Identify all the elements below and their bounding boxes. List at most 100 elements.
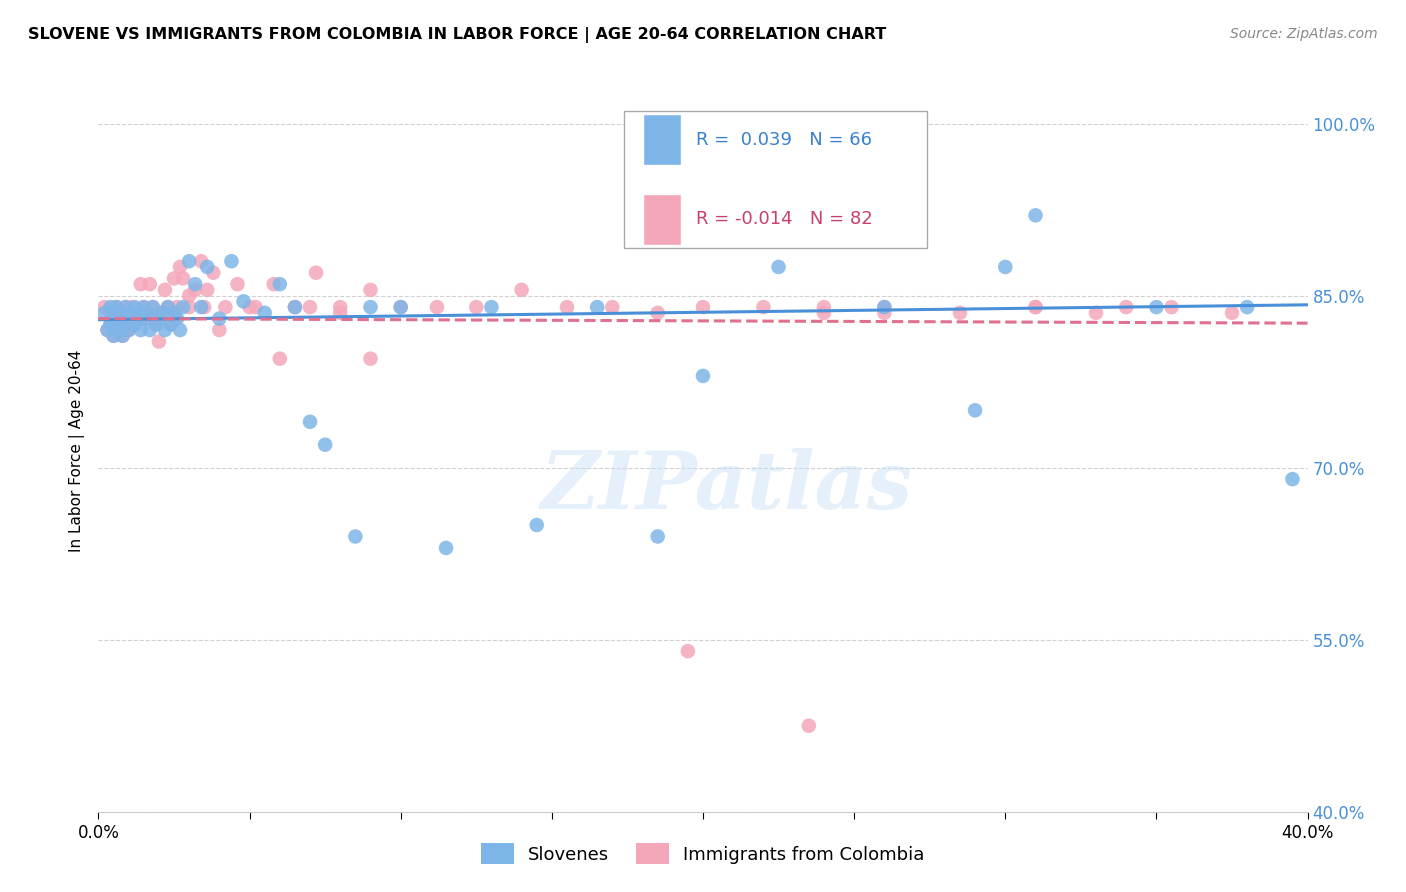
Text: R = -0.014   N = 82: R = -0.014 N = 82 (696, 211, 873, 228)
Point (124, 300, 146, 314)
Point (510, 283, 533, 297)
Point (121, 306, 143, 320)
Point (360, 283, 382, 297)
Point (111, 311, 134, 326)
Point (190, 254, 212, 268)
Point (103, 328, 125, 343)
Point (1236, 300, 1258, 314)
Point (103, 311, 125, 326)
Point (156, 300, 179, 314)
Point (190, 300, 212, 314)
Point (163, 306, 186, 320)
Point (263, 277, 285, 292)
Point (105, 300, 128, 314)
Point (121, 306, 143, 320)
Point (118, 311, 141, 326)
Point (284, 300, 307, 314)
Point (873, 300, 896, 314)
Point (555, 300, 578, 314)
Point (118, 311, 141, 326)
Text: SLOVENE VS IMMIGRANTS FROM COLOMBIA IN LABOR FORCE | AGE 20-64 CORRELATION CHART: SLOVENE VS IMMIGRANTS FROM COLOMBIA IN L… (28, 27, 886, 43)
Point (93, 300, 115, 314)
Point (526, 518, 548, 533)
Point (184, 277, 207, 292)
Point (873, 300, 896, 314)
Point (114, 300, 136, 314)
Point (160, 318, 183, 332)
Point (105, 318, 128, 332)
Text: ZIPatlas: ZIPatlas (541, 448, 914, 525)
Point (108, 323, 131, 337)
Point (103, 311, 125, 326)
Point (153, 283, 176, 297)
Point (305, 266, 328, 280)
Point (118, 323, 141, 337)
Point (245, 300, 267, 314)
Point (797, 719, 820, 733)
Point (132, 311, 155, 326)
Point (314, 438, 336, 452)
Point (179, 288, 201, 302)
Point (813, 306, 835, 320)
Point (1281, 472, 1303, 486)
Point (132, 311, 155, 326)
Point (166, 300, 188, 314)
Point (153, 323, 176, 337)
Point (269, 277, 291, 292)
Point (132, 300, 155, 314)
Text: R =  0.039   N = 66: R = 0.039 N = 66 (696, 131, 872, 149)
Point (114, 318, 136, 332)
Text: Source: ZipAtlas.com: Source: ZipAtlas.com (1230, 27, 1378, 41)
Point (103, 328, 125, 343)
Point (389, 300, 412, 314)
Point (114, 300, 136, 314)
Point (142, 300, 165, 314)
Point (100, 318, 122, 332)
Point (226, 277, 249, 292)
Point (150, 306, 173, 320)
Point (96, 323, 118, 337)
Point (172, 300, 194, 314)
Point (232, 294, 254, 309)
Point (96, 323, 118, 337)
Point (100, 306, 122, 320)
Point (647, 306, 669, 320)
Point (169, 323, 191, 337)
Point (135, 306, 157, 320)
Point (214, 300, 236, 314)
Point (360, 300, 382, 314)
FancyBboxPatch shape (643, 194, 682, 244)
Point (1160, 300, 1182, 314)
Point (160, 318, 183, 332)
Point (127, 311, 149, 326)
Point (202, 266, 225, 280)
Point (239, 300, 262, 314)
Point (1085, 306, 1108, 320)
Point (139, 323, 162, 337)
Legend: Slovenes, Immigrants from Colombia: Slovenes, Immigrants from Colombia (474, 836, 932, 871)
Point (1024, 300, 1046, 314)
Point (329, 306, 352, 320)
Point (692, 300, 714, 314)
Point (389, 300, 412, 314)
Point (813, 300, 835, 314)
Point (1220, 306, 1243, 320)
Y-axis label: In Labor Force | Age 20-64: In Labor Force | Age 20-64 (69, 350, 84, 551)
Point (269, 351, 291, 366)
Point (1024, 300, 1046, 314)
Point (169, 260, 191, 274)
Point (1115, 300, 1137, 314)
Point (100, 300, 122, 314)
Point (1144, 300, 1167, 314)
Point (253, 306, 276, 320)
Point (127, 306, 149, 320)
Point (284, 300, 307, 314)
Point (111, 328, 134, 343)
Point (139, 277, 162, 292)
Point (145, 318, 167, 332)
Point (465, 300, 488, 314)
Point (124, 318, 146, 332)
Point (179, 254, 201, 268)
Point (195, 283, 218, 297)
Point (873, 306, 896, 320)
